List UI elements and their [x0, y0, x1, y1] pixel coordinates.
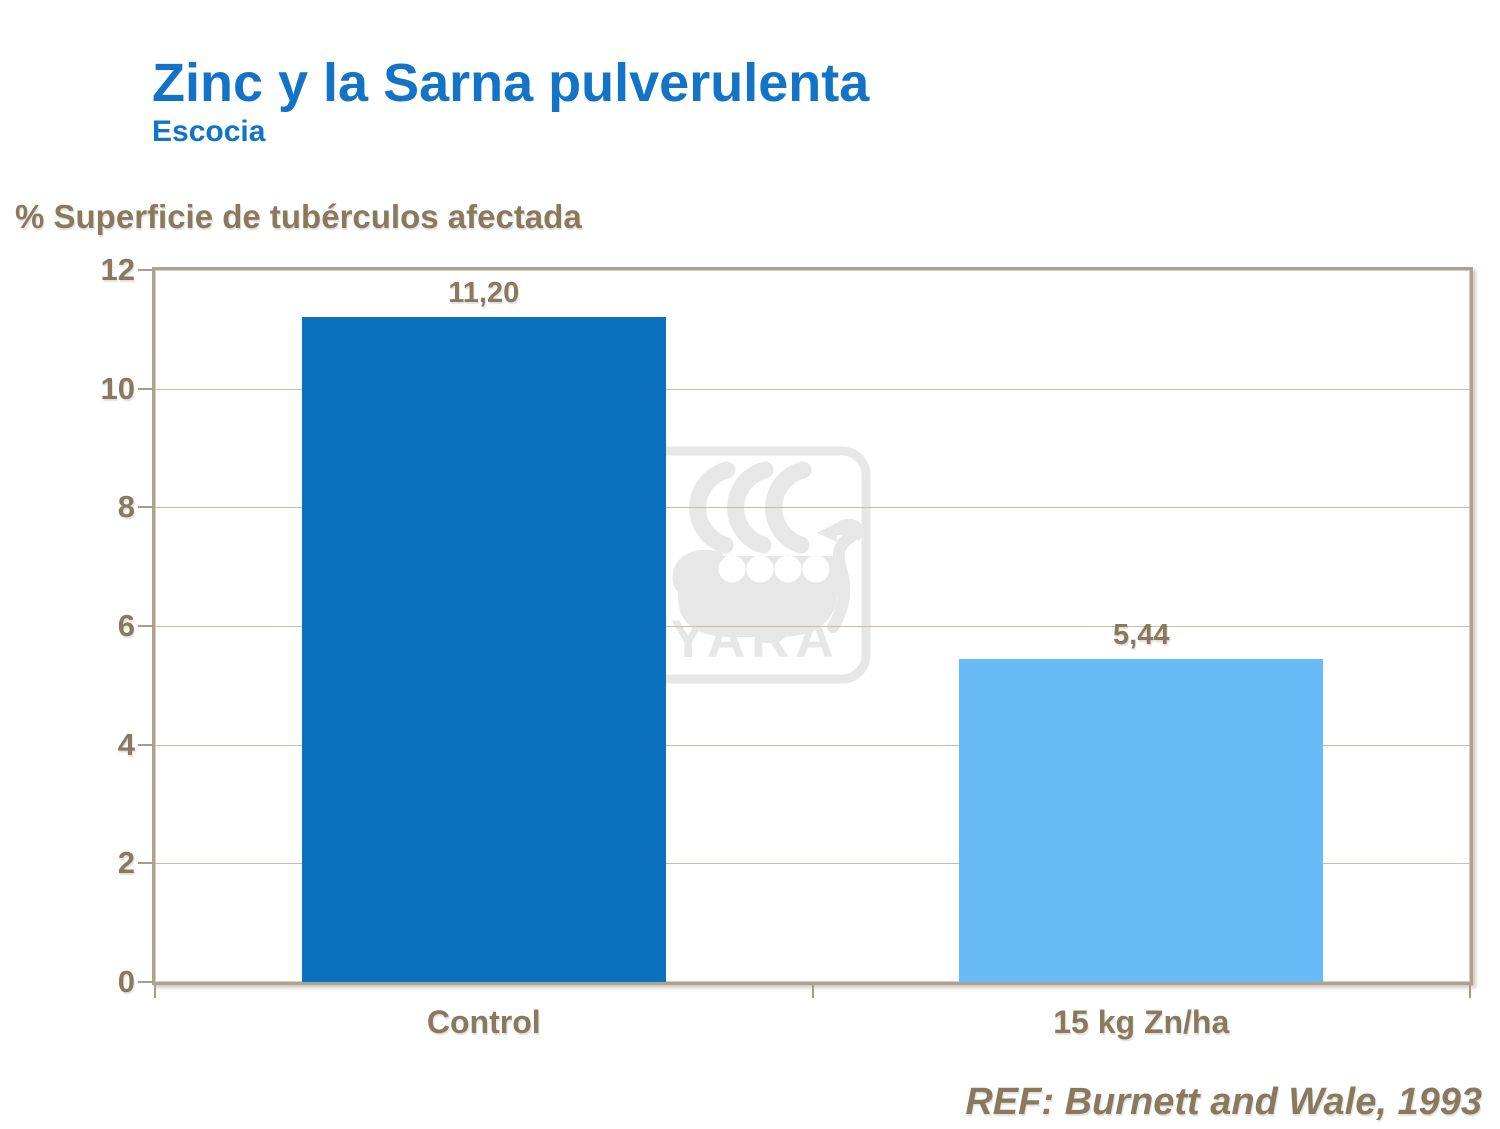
y-tick-label: 4 [117, 726, 135, 762]
y-tick-mark [138, 625, 152, 627]
y-axis-title: % Superficie de tubérculos afectada [15, 198, 582, 235]
watermark-text: YARA [670, 610, 839, 669]
y-tick-mark [138, 387, 152, 390]
y-tick-mark [138, 862, 152, 865]
chart-subtitle: Escocia [152, 115, 266, 148]
watermark-hull-icon [678, 555, 843, 637]
chart-title: Zinc y la Sarna pulverulenta [152, 53, 870, 113]
watermark-head-icon [831, 518, 864, 541]
watermark-sails-icon [689, 461, 812, 554]
y-tick-label: 0 [117, 964, 135, 999]
bar-value-label: 5,44 [1113, 619, 1170, 652]
y-tick-mark [138, 981, 152, 983]
x-category-label: Control [426, 1004, 541, 1040]
y-tick-label: 12 [100, 252, 135, 287]
y-tick-mark [138, 743, 152, 746]
gridline [155, 744, 1470, 746]
bar-15-kg-zn-ha [959, 659, 1324, 982]
y-tick-label: 2 [117, 845, 135, 881]
x-tick-mark [811, 985, 814, 998]
gridline [155, 507, 1470, 509]
yara-logo-watermark: YARA [631, 446, 871, 684]
x-tick-mark [1469, 985, 1471, 998]
bar-control [301, 317, 666, 982]
gridline [155, 388, 1470, 390]
y-tick-label: 6 [117, 608, 135, 643]
watermark-beak-icon [817, 523, 837, 542]
plot-area: YARA 11,20 5,44 [152, 267, 1473, 985]
bar-value-label: 11,20 [448, 277, 520, 310]
y-tick-label: 10 [100, 370, 135, 406]
gridline [155, 863, 1470, 865]
x-category-label: 15 kg Zn/ha [1053, 1004, 1230, 1040]
reference-text: REF: Burnett and Wale, 1993 [965, 1081, 1482, 1123]
y-tick-mark [138, 269, 152, 271]
gridline [155, 626, 1470, 627]
x-tick-mark [154, 985, 156, 998]
y-tick-label: 8 [117, 489, 135, 525]
y-tick-mark [138, 506, 152, 509]
